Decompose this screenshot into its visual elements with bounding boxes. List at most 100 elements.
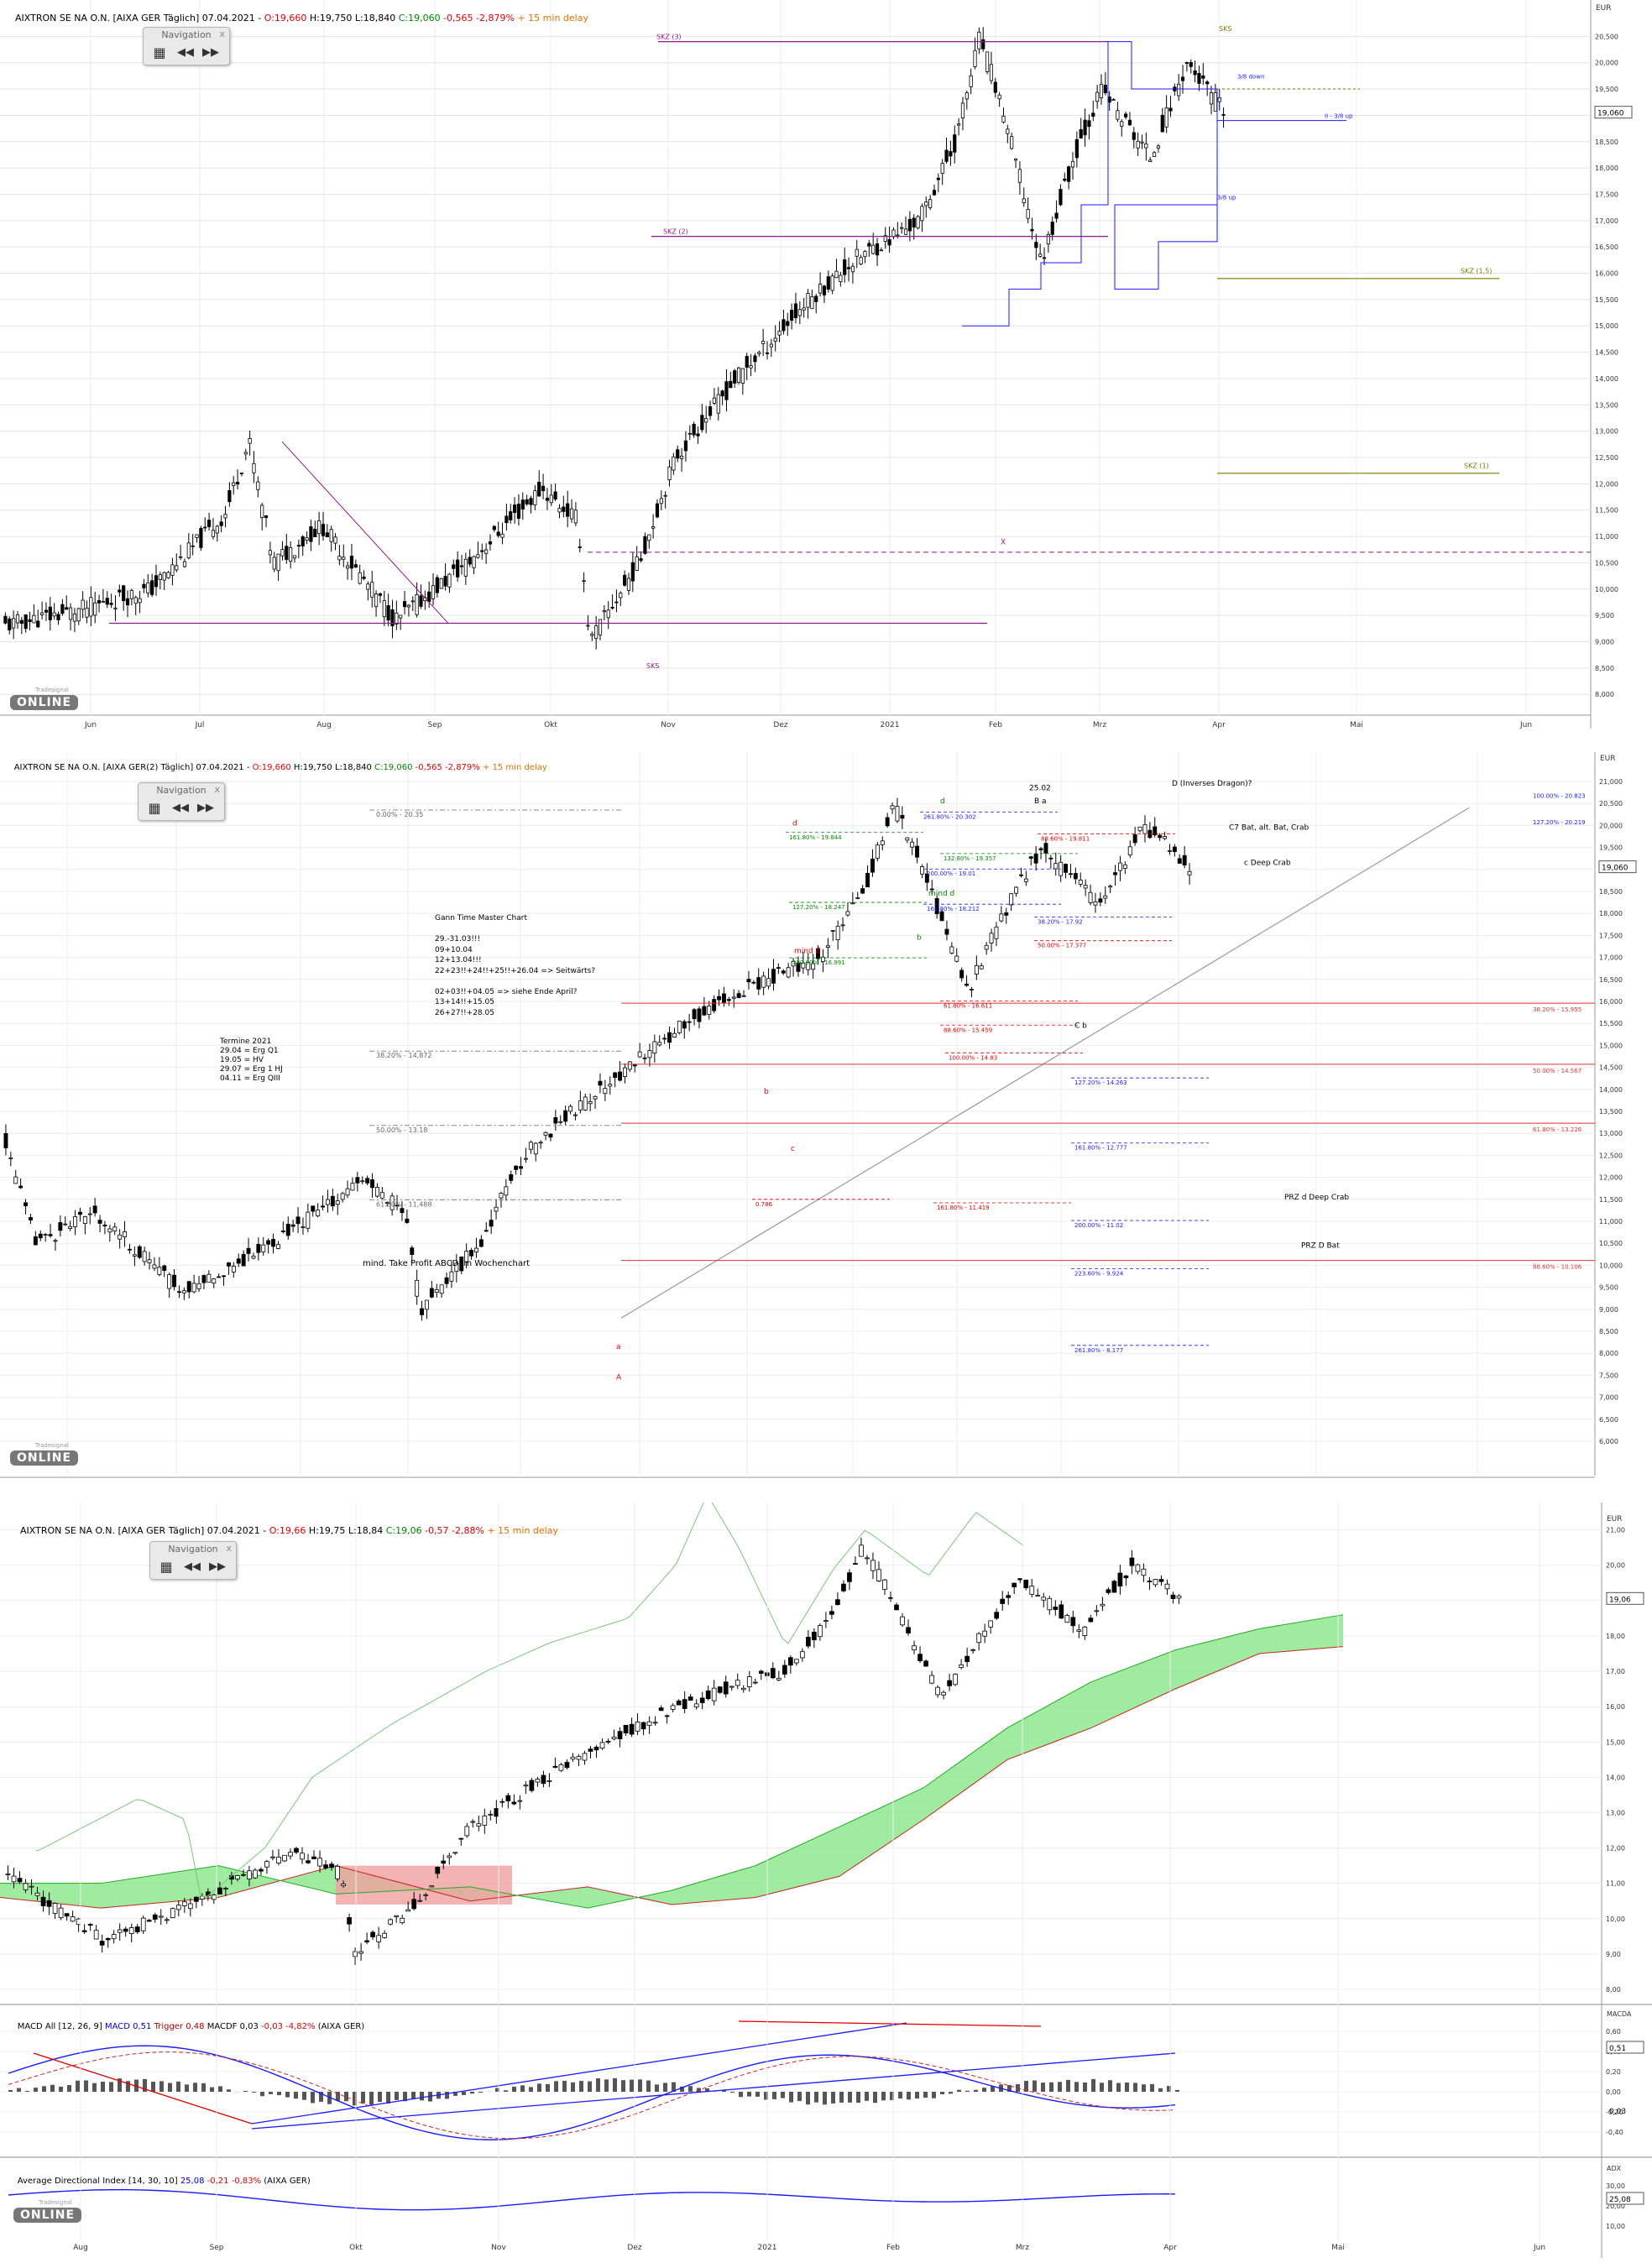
p1-candle (720, 390, 724, 397)
forward-icon[interactable]: ▶▶ (209, 1560, 226, 1573)
p1-candle (85, 608, 89, 618)
macd-bar (1083, 2082, 1087, 2092)
p3-candle (93, 1930, 99, 1940)
fib-right-label: 88.60% - 10.106 (1533, 1264, 1582, 1271)
chart-panel-harmonic[interactable]: EUR21,00020,50020,00019,50019,00018,5001… (0, 752, 1652, 1482)
p1-candle (997, 94, 1001, 100)
p1-candle (431, 585, 436, 599)
p1-candle (443, 576, 447, 587)
price-chart-3[interactable]: EUR21,0020,0019,0018,0017,0016,0015,0014… (0, 1503, 1652, 2263)
p3-candle (87, 1924, 93, 1926)
fib-mid-label: 88.60% - 19.811 (1041, 835, 1090, 842)
p1-candle (1083, 119, 1087, 136)
p1-candle (395, 612, 399, 625)
month-label: Okt (349, 2244, 363, 2252)
grid-icon[interactable]: ▦ (153, 44, 166, 60)
p3-candle (800, 1651, 805, 1659)
p2-candle (217, 1276, 222, 1278)
p1-candle (439, 578, 443, 589)
p2-candle (389, 1195, 395, 1210)
fib-mid-label: 200.00% - 11.02 (1074, 1222, 1123, 1229)
c7bat-label: C7 Bat, alt. Bat, Crab (1229, 824, 1310, 833)
y-tick: 14,00 (1606, 1774, 1625, 1781)
p2-candle (736, 993, 741, 998)
macd-bar (327, 2092, 332, 2104)
p3-candle (1059, 1604, 1064, 1619)
p2-candle (1083, 885, 1088, 889)
month-label: Aug (73, 2244, 88, 2252)
p3-candle (152, 1914, 158, 1920)
macd-bar (411, 2092, 416, 2099)
p1-candle (1116, 110, 1120, 120)
p3-candle (5, 1874, 11, 1875)
p2-candle (415, 1279, 420, 1297)
y-tick: 18,000 (1595, 165, 1618, 172)
p3-candle (1141, 1568, 1147, 1576)
close-icon[interactable]: x (226, 1543, 232, 1554)
p1-candle (749, 365, 753, 368)
p3-candle (128, 1927, 134, 1935)
p2-candle (123, 1231, 128, 1237)
y-tick: 12,000 (1599, 1174, 1623, 1182)
currency-label: EUR (1596, 4, 1612, 13)
p2-candle (434, 1288, 439, 1293)
last-price: 19,060 (1597, 110, 1624, 118)
close-icon[interactable]: x (219, 29, 225, 39)
navigation-widget-2[interactable]: Navigation x ▦ ◀◀ ▶▶ (138, 782, 225, 821)
navigation-widget-1[interactable]: Navigation x ▦ ◀◀ ▶▶ (143, 27, 230, 65)
grid-icon[interactable]: ▦ (159, 1559, 173, 1575)
p3-candle (1035, 1595, 1041, 1597)
p1-candle (553, 491, 557, 500)
p2-candle (533, 1142, 538, 1155)
back-icon[interactable]: ◀◀ (172, 802, 189, 814)
p2-candle (1113, 872, 1118, 875)
p3-candle (576, 1756, 582, 1760)
skz1-label: SKZ (1) (1464, 463, 1489, 470)
p1-candle (321, 524, 326, 536)
y-tick: 14,500 (1595, 349, 1618, 357)
p2-candle (811, 963, 816, 970)
p3-candle (1117, 1572, 1123, 1587)
y-tick: 12,00 (1606, 1845, 1625, 1853)
macd-bar (1007, 2085, 1012, 2092)
y-tick: 17,00 (1606, 1668, 1625, 1675)
back-icon[interactable]: ◀◀ (177, 46, 194, 59)
price-chart-1[interactable]: EUR20,50020,00019,50019,00018,50018,0001… (0, 0, 1652, 740)
fib-mid-label: 127.20% - 14.263 (1074, 1079, 1127, 1086)
p2-candle (73, 1216, 78, 1227)
p1-candle (203, 526, 207, 529)
p1-candle (1184, 62, 1189, 64)
p2-candle (637, 1051, 642, 1058)
month-label: Dez (773, 721, 787, 729)
month-label: Nov (491, 2244, 506, 2252)
p2-candle (746, 979, 751, 983)
price-chart-2[interactable]: EUR21,00020,50020,00019,50019,00018,5001… (0, 752, 1652, 1482)
p2-candle (1153, 826, 1158, 836)
back-icon[interactable]: ◀◀ (184, 1560, 201, 1573)
forward-icon[interactable]: ▶▶ (197, 802, 214, 814)
p1-candle (215, 525, 219, 534)
navigation-widget-3[interactable]: Navigation x ▦ ◀◀ ▶▶ (149, 1541, 237, 1580)
grid-icon[interactable]: ▦ (148, 800, 161, 816)
macd-bar (109, 2082, 113, 2092)
p3-candle (894, 1604, 899, 1611)
p1-candle (427, 591, 431, 603)
close-icon[interactable]: x (214, 784, 220, 795)
y-tick: 9,000 (1595, 638, 1614, 645)
chart-panel-ichimoku[interactable]: EUR21,0020,0019,0018,0017,0016,0015,0014… (0, 1503, 1652, 2263)
p3-candle (253, 1869, 258, 1879)
chart-panel-elliott[interactable]: EUR20,50020,00019,50019,00018,50018,0001… (0, 0, 1652, 740)
y-tick: 17,500 (1595, 191, 1618, 198)
p1-candle (537, 482, 541, 497)
y-tick: 16,00 (1606, 1703, 1625, 1711)
p2-candle (311, 1205, 316, 1212)
p1-candle (386, 605, 390, 621)
macd-bar (571, 2082, 575, 2092)
macd-bar (604, 2079, 609, 2092)
p2-candle (915, 845, 920, 858)
c-b-label: C b (1074, 1022, 1087, 1030)
forward-icon[interactable]: ▶▶ (202, 46, 219, 59)
adx-header: Average Directional Index [14, 30, 10] 2… (17, 2177, 311, 2186)
p1-candle (1026, 208, 1030, 219)
p3-candle (1094, 1610, 1100, 1612)
